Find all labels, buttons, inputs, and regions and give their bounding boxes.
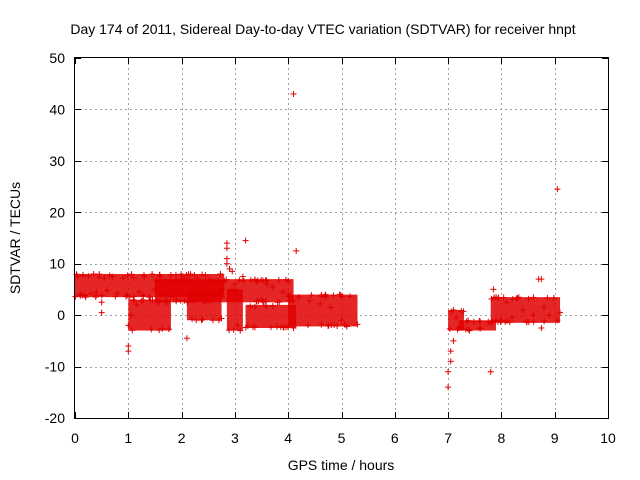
x-tick-label: 7: [444, 430, 452, 446]
data-point: [554, 186, 560, 192]
y-tick-label: 10: [49, 256, 65, 272]
data-point: [125, 348, 131, 354]
data-band: [235, 276, 296, 305]
x-tick-label: 2: [178, 430, 186, 446]
data-points: [75, 91, 563, 390]
y-tick-label: 30: [49, 153, 65, 169]
chart-title: Day 174 of 2011, Sidereal Day-to-day VTE…: [70, 21, 575, 37]
x-tick-label: 9: [551, 430, 559, 446]
y-tick-label: -10: [45, 359, 65, 375]
data-point: [240, 274, 246, 280]
data-band: [243, 303, 296, 331]
band-fill: [187, 292, 222, 320]
data-point: [488, 369, 494, 375]
y-tick-label: -20: [45, 410, 65, 426]
data-point: [243, 238, 249, 244]
data-point: [224, 261, 230, 267]
y-tick-label: 0: [57, 307, 65, 323]
sdtvar-chart: Day 174 of 2011, Sidereal Day-to-day VTE…: [0, 0, 640, 480]
data-point: [224, 256, 230, 262]
data-point: [125, 343, 131, 349]
grid: [75, 58, 608, 418]
data-point: [450, 338, 456, 344]
x-tick-label: 6: [391, 430, 399, 446]
data-point: [291, 91, 297, 97]
y-axis-label: SDTVAR / TECUs: [7, 182, 23, 294]
band-fill: [128, 300, 171, 331]
data-point: [445, 369, 451, 375]
data-point: [445, 384, 451, 390]
x-axis-label: GPS time / hours: [288, 457, 395, 473]
data-point: [184, 335, 190, 341]
data-point: [538, 276, 544, 282]
x-tick-label: 3: [231, 430, 239, 446]
x-tick-label: 8: [498, 430, 506, 446]
data-point: [224, 245, 230, 251]
data-point: [224, 240, 230, 246]
data-point: [538, 325, 544, 331]
data-point: [99, 299, 105, 305]
data-point: [99, 310, 105, 316]
x-tick-label: 10: [600, 430, 616, 446]
y-tick-label: 50: [49, 50, 65, 66]
x-tick-label: 5: [338, 430, 346, 446]
x-tick-label: 0: [71, 430, 79, 446]
data-point: [293, 248, 299, 254]
y-tick-label: 20: [49, 204, 65, 220]
plot-frame: [75, 58, 609, 419]
data-band-layer: [72, 271, 560, 333]
data-point: [490, 286, 496, 292]
x-tick-label: 1: [124, 430, 132, 446]
y-tick-label: 40: [49, 101, 65, 117]
x-tick-label: 4: [284, 430, 292, 446]
